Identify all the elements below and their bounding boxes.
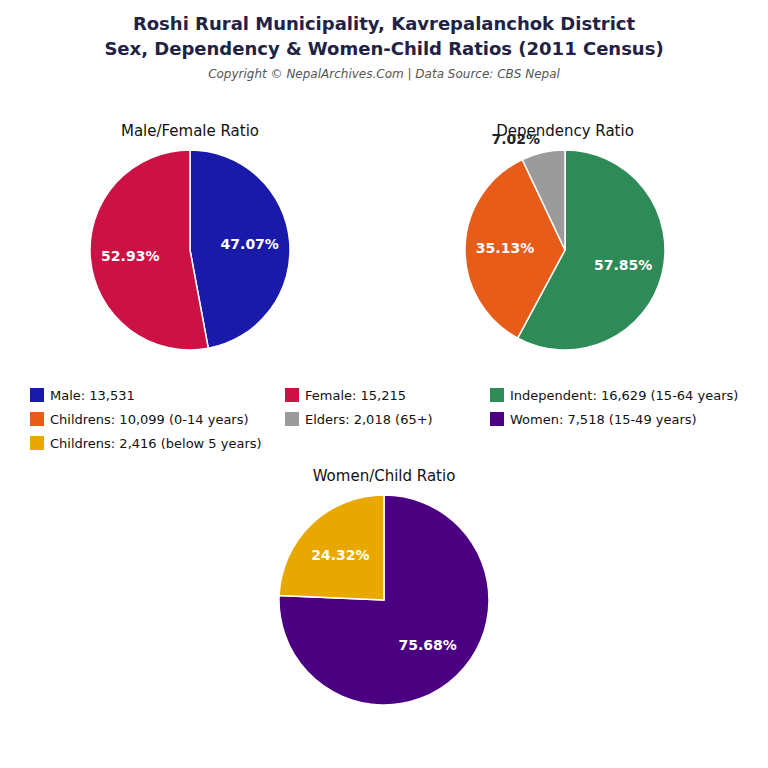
legend: Male: 13,531 Female: 15,215 Independent: 1…: [30, 388, 738, 451]
legend-entry: Childrens: 10,099 (0-14 years): [50, 412, 249, 427]
legend-swatch: [30, 412, 44, 426]
legend-swatch: [285, 412, 299, 426]
legend-entry: Childrens: 2,416 (below 5 years): [50, 436, 262, 451]
title: Roshi Rural Municipality, Kavrepalanchok…: [133, 13, 636, 34]
pie-slice: [190, 150, 290, 348]
background: [0, 0, 768, 768]
legend-swatch: [490, 412, 504, 426]
pie-slices: [279, 495, 489, 705]
data-label: 75.68%: [398, 637, 456, 653]
data-label: 47.07%: [221, 236, 279, 252]
legend-entry: Women: 7,518 (15-49 years): [510, 412, 697, 427]
data-label: 35.13%: [476, 240, 534, 256]
legend-swatch: [285, 388, 299, 402]
data-label: 24.32%: [311, 547, 369, 563]
data-label: 52.93%: [101, 248, 159, 264]
data-label: 7.02%: [491, 131, 540, 147]
pie-slice: [279, 495, 384, 600]
pie-title: Women/Child Ratio: [313, 467, 456, 485]
data-label: 57.85%: [594, 257, 652, 273]
legend-entry: Male: 13,531: [50, 388, 135, 403]
annotation: Copyright © NepalArchives.Com | Data Sou…: [208, 67, 560, 81]
subtitle: Sex, Dependency & Women-Child Ratios (20…: [104, 38, 663, 59]
pie-slices: [90, 150, 290, 350]
pie-slices: [465, 150, 665, 350]
chart-root: Roshi Rural Municipality, Kavrepalanchok…: [0, 0, 768, 768]
pie-slice: [90, 150, 208, 350]
legend-swatch: [490, 388, 504, 402]
pie-slice: [522, 150, 565, 250]
legend-swatch: [30, 436, 44, 450]
legend-entry: Elders: 2,018 (65+): [305, 412, 433, 427]
pie-slice: [279, 495, 489, 705]
legend-entry: Female: 15,215: [305, 388, 406, 403]
legend-swatch: [30, 388, 44, 402]
legend-entry: Independent: 16,629 (15-64 years): [510, 388, 738, 403]
pie-title: Male/Female Ratio: [121, 122, 259, 140]
